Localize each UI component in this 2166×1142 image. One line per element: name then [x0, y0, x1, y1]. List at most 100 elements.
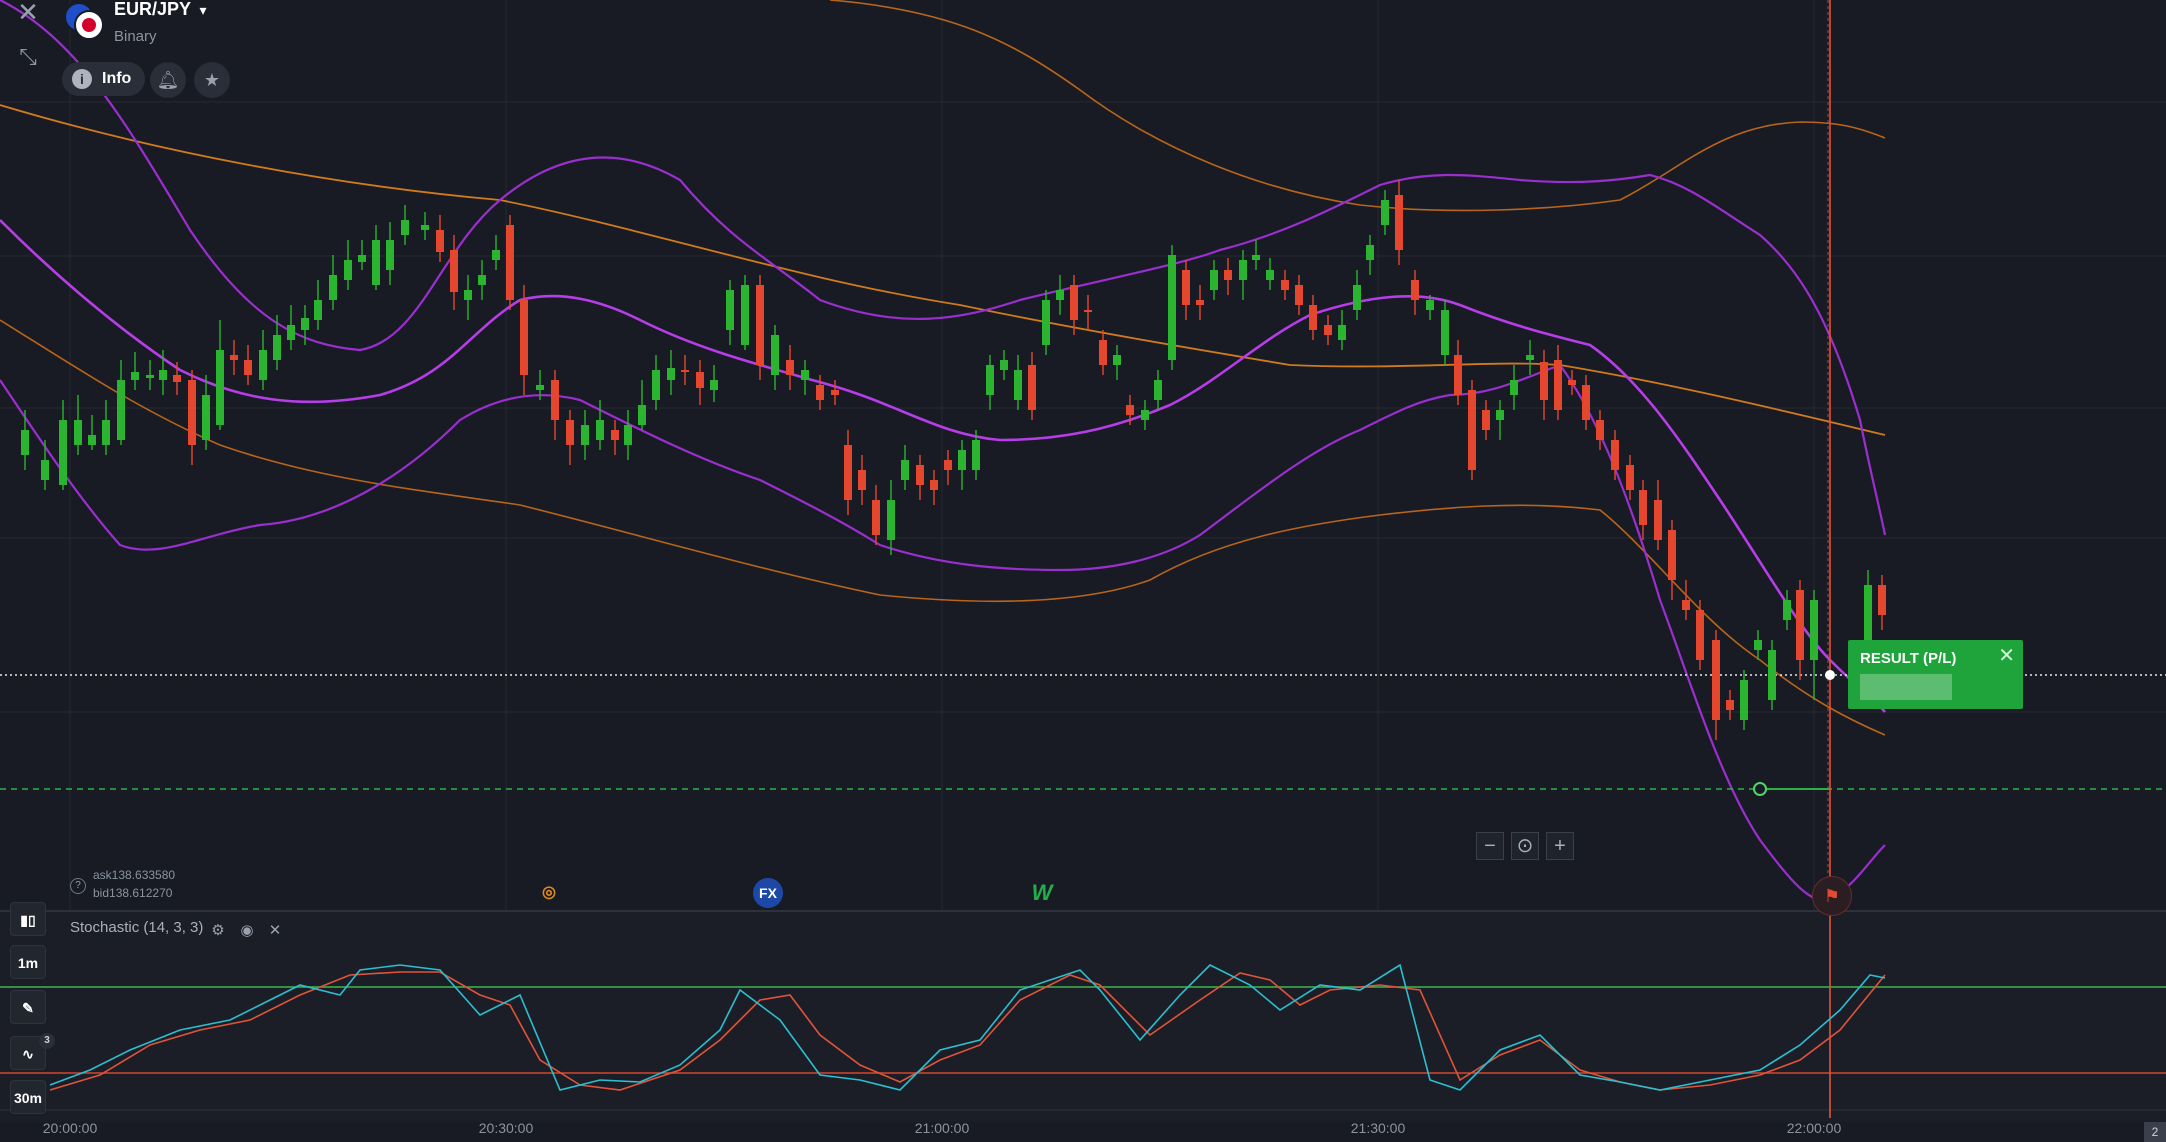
- jp-flag-icon: [74, 10, 104, 40]
- asset-name: EUR/JPY: [114, 0, 192, 19]
- expiry-flag-icon[interactable]: ⚑: [1812, 876, 1852, 916]
- candle-body: [1084, 310, 1092, 312]
- candle-body: [1796, 590, 1804, 660]
- candle-body: [301, 318, 309, 330]
- favorite-button[interactable]: ★: [194, 62, 230, 98]
- candle-body: [681, 370, 689, 372]
- candle-body: [771, 335, 779, 375]
- candle-body: [1324, 325, 1332, 335]
- candle-body: [1113, 355, 1121, 365]
- candle-body: [216, 350, 224, 425]
- candle-body: [1754, 640, 1762, 650]
- candle-body: [1682, 600, 1690, 610]
- drawing-tools-button[interactable]: ✎: [10, 990, 46, 1024]
- candle-body: [726, 290, 734, 330]
- indicator-visibility-icon[interactable]: ◉: [240, 922, 254, 939]
- result-panel: RESULT (P/L) ✕: [1848, 640, 2023, 709]
- candle-body: [401, 220, 409, 235]
- time-label: 21:30:00: [1350, 1120, 1406, 1136]
- candle-body: [520, 300, 528, 375]
- time-label: 20:30:00: [478, 1120, 534, 1136]
- pencil-icon: ✎: [22, 1000, 34, 1016]
- star-icon: ★: [203, 70, 221, 90]
- alert-button[interactable]: 🔔︎: [150, 62, 186, 98]
- candle-body: [1381, 200, 1389, 225]
- news-source-w-icon[interactable]: W: [1031, 880, 1053, 905]
- shrink-icon: ⤡: [19, 44, 37, 69]
- chart-type-button[interactable]: ▮▯: [10, 902, 46, 936]
- candle-body: [436, 230, 444, 252]
- candle-body: [1141, 410, 1149, 420]
- asset-type: Binary: [114, 28, 157, 45]
- zoom-in-button[interactable]: +: [1546, 832, 1574, 860]
- candle-body: [358, 255, 366, 262]
- candle-body: [146, 375, 154, 378]
- zoom-out-button[interactable]: −: [1476, 832, 1504, 860]
- news-source-fx-icon[interactable]: FX: [753, 878, 783, 908]
- timeframe-button[interactable]: 1m: [10, 945, 46, 979]
- asset-selector[interactable]: EUR/JPY ▾ Binary: [62, 0, 207, 45]
- bid-price: bid138.612270: [93, 886, 173, 900]
- bell-icon: 🔔︎: [156, 70, 180, 90]
- news-source-1-icon[interactable]: ◎: [542, 884, 556, 901]
- candle-body: [858, 470, 866, 490]
- candle-body: [1468, 390, 1476, 470]
- stochastic-label: Stochastic (14, 3, 3): [70, 919, 204, 936]
- candle-body: [1099, 340, 1107, 365]
- close-icon: ✕: [17, 0, 39, 27]
- ask-price: ask138.633580: [93, 868, 176, 882]
- center-chart-button[interactable]: ⊙: [1511, 832, 1539, 860]
- candle-body: [756, 285, 764, 365]
- candle-body: [1626, 465, 1634, 490]
- time-label: 20:00:00: [42, 1120, 98, 1136]
- candle-body: [1696, 610, 1704, 660]
- candle-body: [74, 420, 82, 445]
- candle-body: [1000, 360, 1008, 370]
- indicator-remove-icon[interactable]: ✕: [268, 922, 282, 939]
- candle-body: [1526, 355, 1534, 360]
- close-chart-button[interactable]: ✕: [12, 0, 44, 28]
- candle-body: [844, 445, 852, 500]
- candle-body: [506, 225, 514, 300]
- wave-icon: ∿: [22, 1046, 34, 1062]
- candle-body: [244, 360, 252, 375]
- asset-flags-icon: [62, 0, 104, 40]
- candle-body: [1639, 490, 1647, 525]
- candle-body: [1411, 280, 1419, 300]
- candle-body: [638, 405, 646, 425]
- candle-body: [159, 370, 167, 380]
- candle-body: [536, 385, 544, 390]
- chevron-down-icon: ▾: [199, 2, 207, 18]
- candle-body: [188, 380, 196, 445]
- candle-body: [1070, 285, 1078, 320]
- candle-body: [478, 275, 486, 285]
- candle-body: [372, 240, 380, 285]
- candle-body: [1712, 640, 1720, 720]
- candle-body: [1454, 355, 1462, 395]
- shrink-chart-button[interactable]: ⤡: [12, 42, 44, 74]
- indicators-button[interactable]: ∿ 3: [10, 1033, 55, 1070]
- info-button[interactable]: i Info: [62, 62, 146, 96]
- candle-body: [1568, 380, 1576, 385]
- candle-body: [1353, 285, 1361, 310]
- candles-icon: ▮▯: [20, 912, 36, 928]
- info-icon: i: [72, 69, 92, 89]
- result-close-icon[interactable]: ✕: [1998, 645, 2015, 667]
- candle-body: [786, 360, 794, 375]
- help-icon[interactable]: ?: [70, 878, 86, 894]
- candle-body: [450, 250, 458, 292]
- candle-body: [1126, 405, 1134, 415]
- indicator-settings-icon[interactable]: ⚙: [211, 922, 225, 939]
- candle-body: [816, 385, 824, 400]
- candle-body: [287, 325, 295, 340]
- candle-body: [1014, 370, 1022, 400]
- candle-body: [1056, 290, 1064, 300]
- candle-body: [1582, 385, 1590, 420]
- candle-body: [1224, 270, 1232, 280]
- candle-body: [314, 300, 322, 320]
- expiration-button[interactable]: 30m: [10, 1080, 46, 1114]
- time-label: 21:00:00: [914, 1120, 970, 1136]
- candle-body: [421, 225, 429, 230]
- time-label: 22:00:00: [1786, 1120, 1842, 1136]
